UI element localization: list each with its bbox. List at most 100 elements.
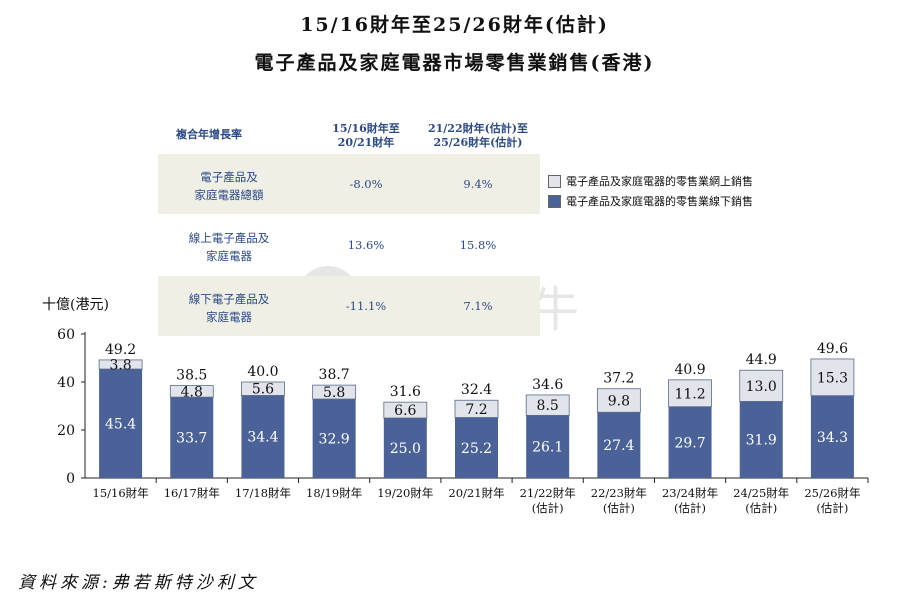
data-label-total: 34.6 — [532, 377, 563, 393]
y-tick-label: 20 — [57, 423, 75, 439]
bar-online — [739, 369, 784, 402]
x-tick-label: 23/24財年 — [662, 486, 718, 500]
legend-swatch-online — [548, 175, 561, 188]
data-label-online: 6.6 — [394, 403, 416, 419]
cagr-header-period1: 15/16財年至 20/21財年 — [332, 122, 400, 149]
legend-label-offline: 電子產品及家庭電器的零售業線下銷售 — [566, 195, 753, 208]
x-tick-label: 22/23財年 — [591, 486, 647, 500]
data-label-online: 5.6 — [252, 382, 274, 398]
legend-swatch-offline — [548, 195, 561, 208]
data-label-online: 15.3 — [817, 370, 848, 386]
bar-offline — [668, 406, 712, 478]
cagr-value-period1: -11.1% — [345, 299, 387, 313]
bar-online — [668, 379, 712, 408]
data-label-offline: 33.7 — [176, 431, 207, 447]
data-label-offline: 25.2 — [461, 441, 492, 457]
x-tick-label: 19/20財年 — [377, 486, 433, 500]
cagr-value-period2: 15.8% — [459, 238, 497, 252]
data-label-total: 49.6 — [817, 341, 848, 357]
data-label-total: 38.5 — [176, 368, 207, 384]
x-tick-label: (估計) — [674, 501, 706, 515]
x-tick-label: (估計) — [745, 501, 777, 515]
x-tick-label: (估計) — [532, 501, 564, 515]
legend-label-online: 電子產品及家庭電器的零售業網上銷售 — [566, 175, 753, 188]
cagr-row-online: 線上電子產品及 家庭電器 13.6% 15.8% — [158, 215, 540, 275]
bar-offline — [455, 417, 498, 478]
data-label-total: 40.0 — [247, 364, 278, 380]
bar-online — [383, 401, 428, 419]
x-tick-label: (估計) — [816, 501, 848, 515]
data-label-offline: 29.7 — [674, 435, 705, 451]
data-label-total: 44.9 — [746, 352, 777, 368]
bar-offline — [241, 395, 285, 478]
cagr-header-label: 複合年增長率 — [176, 128, 242, 141]
cagr-value-period1: -8.0% — [349, 177, 383, 191]
cagr-value-period2: 9.4% — [463, 177, 493, 191]
data-label-total: 38.7 — [319, 367, 350, 383]
cagr-value-period2: 7.1% — [463, 299, 493, 313]
cagr-row-label: 線上電子產品及 家庭電器 — [188, 231, 270, 263]
bar-online — [454, 399, 499, 418]
cagr-table-header: 複合年增長率 15/16財年至 20/21財年 21/22財年(估計)至 25/26… — [158, 120, 540, 154]
data-label-offline: 32.9 — [319, 432, 350, 448]
y-axis-label: 十億(港元) — [42, 297, 109, 313]
data-label-offline: 45.4 — [105, 417, 136, 433]
data-label-offline: 27.4 — [603, 438, 634, 454]
cagr-header-period2: 21/22財年(估計)至 25/26財年(估計) — [427, 122, 529, 149]
bar-online — [810, 358, 855, 397]
x-tick-label: 24/25財年 — [733, 486, 789, 500]
data-label-total: 32.4 — [461, 382, 492, 398]
source-note: 資料來源:弗若斯特沙利文 — [18, 573, 259, 593]
y-tick-label: 0 — [66, 471, 75, 487]
y-tick-label: 60 — [57, 327, 75, 343]
data-label-total: 49.2 — [105, 342, 136, 358]
data-label-total: 40.9 — [674, 362, 705, 378]
bar-offline — [810, 395, 854, 478]
data-label-online: 4.8 — [181, 384, 203, 400]
data-label-online: 13.0 — [746, 379, 777, 395]
data-label-offline: 25.0 — [390, 441, 421, 457]
chart-title-line2: 電子產品及家庭電器市場零售業銷售(香港) — [254, 52, 655, 74]
cagr-row-total: 電子產品及 家庭電器總額 -8.0% 9.4% — [158, 154, 540, 214]
data-label-total: 37.2 — [603, 371, 634, 387]
bar-offline — [597, 412, 641, 478]
data-label-offline: 34.3 — [817, 430, 848, 446]
data-label-total: 31.6 — [390, 384, 421, 400]
data-label-online: 9.8 — [608, 393, 630, 409]
x-tick-label: 25/26財年 — [804, 486, 860, 500]
data-label-offline: 26.1 — [532, 440, 563, 456]
bar-online — [525, 394, 570, 416]
data-label-offline: 34.4 — [247, 430, 278, 446]
x-tick-label: 20/21財年 — [448, 486, 504, 500]
bar-offline — [170, 397, 214, 478]
cagr-value-period1: 13.6% — [347, 238, 385, 252]
bar-online — [596, 388, 641, 413]
bar-offline — [312, 399, 356, 478]
bar-online — [98, 359, 143, 370]
bar-online — [169, 385, 214, 398]
x-tick-label: (估計) — [603, 501, 635, 515]
data-label-online: 7.2 — [465, 402, 487, 418]
bar-offline — [526, 415, 570, 478]
cagr-row-label: 電子產品及 家庭電器總額 — [194, 170, 264, 202]
bar-offline — [383, 418, 427, 478]
data-label-offline: 31.9 — [746, 433, 777, 449]
data-label-online: 8.5 — [537, 398, 559, 414]
x-tick-label: 18/19財年 — [306, 486, 362, 500]
bar-online — [241, 381, 285, 396]
y-tick-label: 40 — [57, 375, 75, 391]
x-tick-label: 16/17財年 — [164, 486, 220, 500]
data-label-online: 5.8 — [323, 385, 345, 401]
bar-offline — [99, 369, 143, 478]
bar-offline — [739, 401, 783, 478]
x-tick-label: 15/16財年 — [93, 486, 149, 500]
x-tick-label: 17/18財年 — [235, 486, 291, 500]
x-tick-label: 21/22財年 — [520, 486, 576, 500]
cagr-row-label: 線下電子產品及 家庭電器 — [188, 292, 270, 324]
data-label-online: 3.8 — [109, 357, 131, 373]
cagr-row-offline: 線下電子產品及 家庭電器 -11.1% 7.1% — [158, 276, 540, 336]
chart-title-line1: 15/16財年至25/26財年(估計) — [300, 14, 609, 36]
bar-online — [312, 384, 357, 400]
data-label-online: 11.2 — [674, 386, 705, 402]
